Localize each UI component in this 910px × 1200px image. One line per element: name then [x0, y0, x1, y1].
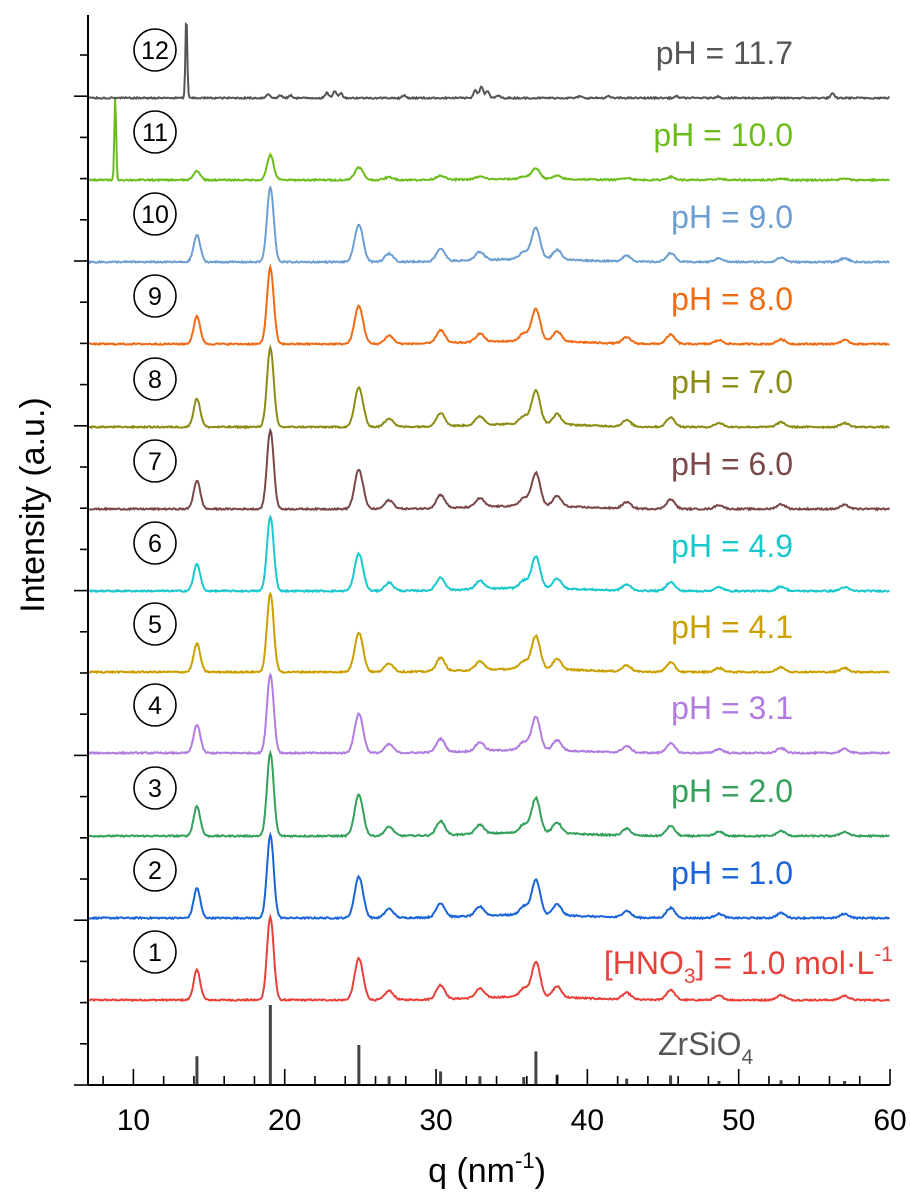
series-number-circle [133, 28, 177, 72]
series-number-label: 10 [141, 201, 169, 229]
trace-group [87, 21, 891, 1003]
trace-line-9 [88, 263, 890, 347]
trace-line-1 [88, 913, 890, 1003]
series-name-label: pH = 4.9 [671, 528, 793, 564]
series-number-circle [133, 602, 177, 646]
trace-line-10 [87, 184, 890, 265]
series-name-label: pH = 9.0 [671, 199, 793, 235]
reference-sticks [195, 1005, 847, 1085]
series-number-circle [133, 274, 177, 318]
series-name-label: pH = 7.0 [671, 364, 793, 400]
trace-line-3 [88, 749, 890, 839]
series-number-label: 4 [148, 692, 162, 720]
series-number-label: 2 [148, 857, 162, 885]
series-name-label: [HNO3] = 1.0 mol·L-1 [604, 943, 893, 988]
x-axis-title-end: ) [535, 1152, 546, 1190]
reference-label-main: ZrSiO [658, 1026, 742, 1062]
series-number-label: 8 [148, 366, 162, 394]
series-name-sup: -1 [874, 943, 893, 966]
trace-line-11 [88, 98, 890, 183]
trace-line-12 [88, 21, 890, 101]
series-number-label: 5 [148, 611, 162, 639]
trace-line-8 [88, 343, 890, 430]
series-name-label: pH = 1.0 [671, 855, 793, 891]
series-number-circle [133, 357, 177, 401]
series-name-label: pH = 10.0 [653, 117, 793, 153]
series-name-label: pH = 4.1 [671, 609, 793, 645]
x-tick-label: 10 [117, 1104, 150, 1137]
reference-label: ZrSiO4 [658, 1026, 754, 1069]
x-tick-label: 50 [722, 1104, 755, 1137]
x-axis-title-main: q (nm [428, 1152, 515, 1190]
series-name-label: pH = 11.7 [656, 35, 793, 71]
series-number-label: 7 [148, 448, 162, 476]
x-tick-label: 40 [571, 1104, 604, 1137]
series-labels: 1 [HNO3] = 1.0 mol·L-12 pH = 1.03 pH = 2.04… [133, 28, 893, 1069]
series-number-label: 9 [148, 283, 162, 311]
series-name-part: [HNO [604, 945, 684, 981]
series-number-label: 12 [141, 37, 169, 65]
trace-line-5 [88, 591, 890, 675]
y-axis-title: Intensity (a.u.) [14, 397, 52, 612]
series-number-circle [133, 683, 177, 727]
x-axis-title-sup: -1 [515, 1148, 535, 1173]
series-number-circle [133, 439, 177, 483]
x-ticks: 10 20 30 40 50 60 [102, 1069, 907, 1137]
series-number-circle [133, 192, 177, 236]
series-name-label: pH = 3.1 [671, 690, 793, 726]
x-axis-title: q (nm-1) [428, 1148, 546, 1190]
series-number-circle [133, 766, 177, 810]
series-name-label: pH = 6.0 [671, 446, 793, 482]
series-number-label: 11 [142, 119, 168, 147]
series-number-circle [133, 110, 177, 154]
reference-label-sub: 4 [742, 1046, 754, 1069]
series-name-label: pH = 2.0 [671, 773, 793, 809]
series-number-circle [133, 848, 177, 892]
trace-line-2 [88, 831, 891, 921]
trace-line-4 [88, 672, 891, 756]
x-tick-label: 30 [419, 1104, 452, 1137]
series-number-label: 6 [148, 530, 162, 558]
series-name-sub: 3 [684, 965, 696, 988]
series-name-label: pH = 8.0 [671, 281, 793, 317]
trace-line-7 [88, 427, 891, 512]
series-number-label: 3 [148, 775, 162, 803]
series-name-part: ] = 1.0 mol·L [696, 945, 875, 981]
trace-line-6 [88, 514, 890, 594]
series-number-circle [133, 930, 177, 974]
y-ticks [74, 54, 88, 1086]
series-number-label: 1 [148, 939, 162, 967]
x-tick-label: 60 [873, 1104, 906, 1137]
series-number-circle [133, 521, 177, 565]
x-tick-label: 20 [268, 1104, 301, 1137]
